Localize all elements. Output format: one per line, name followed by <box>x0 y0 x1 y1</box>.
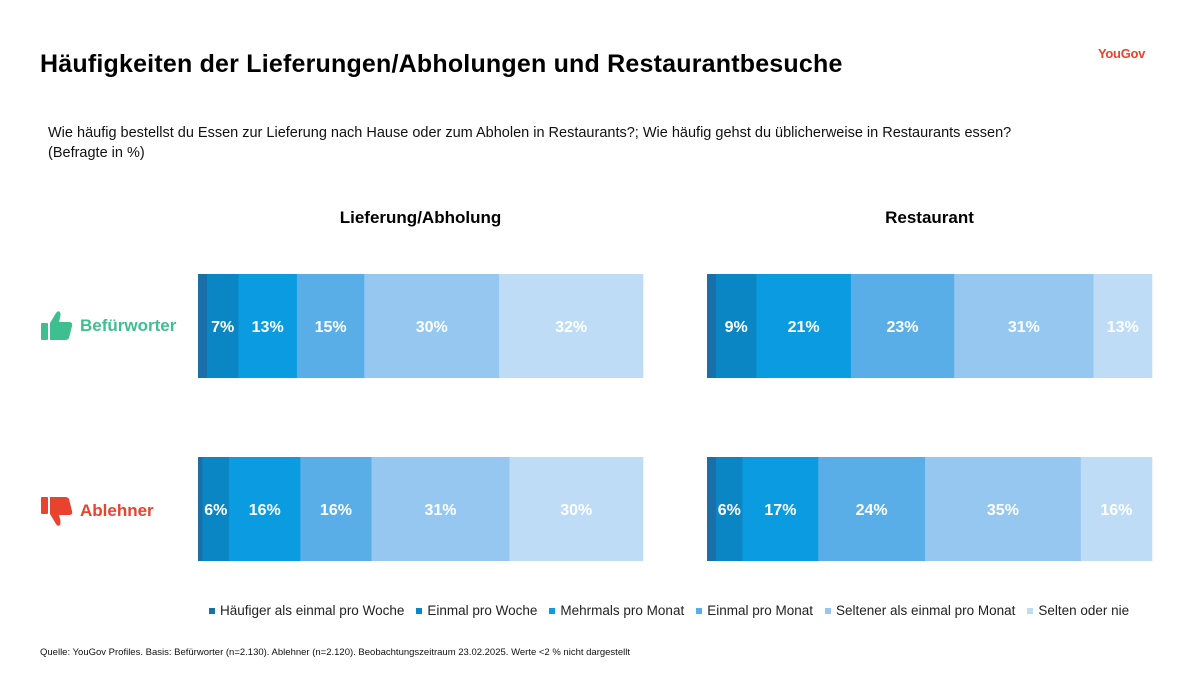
data-label: 23% <box>887 319 919 336</box>
group-label-befuerworter: Befürworter <box>40 310 176 342</box>
bar-segment <box>300 457 372 561</box>
bar-segment <box>925 457 1082 561</box>
data-label: 13% <box>1107 319 1139 336</box>
bar-segment <box>296 274 365 378</box>
page-title: Häufigkeiten der Lieferungen/Abholungen … <box>40 50 843 78</box>
bar-segment <box>364 274 500 378</box>
bar-segment <box>229 457 301 561</box>
legend-label: Mehrmals pro Monat <box>560 603 685 618</box>
legend-label: Selten oder nie <box>1038 603 1130 618</box>
bar-segment <box>1093 274 1153 378</box>
data-label: 9% <box>725 319 748 336</box>
bar-segment <box>707 457 717 561</box>
group-label-text: Befürworter <box>80 316 177 335</box>
data-label: 24% <box>856 502 888 519</box>
group-label-text: Ablehner <box>80 501 154 520</box>
question-line: Wie häufig bestellst du Essen zur Liefer… <box>48 125 1012 141</box>
question-text: Wie häufig bestellst du Essen zur Liefer… <box>48 123 1011 163</box>
legend-swatch <box>416 607 423 614</box>
bar-segment <box>202 457 230 561</box>
bar-segment <box>206 274 239 378</box>
data-label: 32% <box>555 319 587 336</box>
legend-swatch <box>825 607 832 614</box>
data-label: 15% <box>315 319 347 336</box>
legend-label: Einmal pro Monat <box>707 603 814 618</box>
data-label: 35% <box>987 502 1019 519</box>
data-label: 16% <box>320 502 352 519</box>
bar-segment <box>954 274 1094 378</box>
thumbs-down-icon <box>41 497 73 526</box>
bar-segment <box>715 274 757 378</box>
legend-item: Mehrmals pro Monat <box>549 603 684 618</box>
data-label: 16% <box>249 502 281 519</box>
legend-item: Selten oder nie <box>1027 603 1129 618</box>
legend-item: Häufiger als einmal pro Woche <box>209 603 404 618</box>
legend-swatch <box>209 607 215 614</box>
bar-segment <box>715 457 743 561</box>
group-label-ablehner: Ablehner <box>40 495 154 527</box>
bar-segment <box>198 457 203 561</box>
yougov-logo: YouGov <box>1098 46 1146 61</box>
question-note: (Befragte in %) <box>48 145 145 161</box>
legend-swatch <box>1027 607 1034 614</box>
legend-item: Seltener als einmal pro Monat <box>825 603 1015 618</box>
bar-segment <box>850 274 955 378</box>
legend-swatch <box>549 607 556 614</box>
thumbs-up-icon <box>41 311 73 340</box>
legend-label: Häufiger als einmal pro Woche <box>220 603 405 618</box>
legend-item: Einmal pro Monat <box>696 603 813 618</box>
bar-segment <box>742 457 819 561</box>
data-label: 16% <box>1100 502 1132 519</box>
data-label: 30% <box>416 319 448 336</box>
bar-segment <box>198 274 208 378</box>
bar-segment <box>509 457 644 561</box>
data-label: 17% <box>764 502 796 519</box>
data-label: 21% <box>788 319 820 336</box>
bar-segment <box>707 274 717 378</box>
bar-segment <box>818 457 926 561</box>
data-label: 6% <box>204 502 227 519</box>
legend-label: Einmal pro Woche <box>427 603 538 618</box>
data-label: 7% <box>211 319 234 336</box>
bar-segment <box>371 457 510 561</box>
panel-title-delivery: Lieferung/Abholung <box>339 208 502 227</box>
data-label: 30% <box>560 502 592 519</box>
legend-label: Seltener als einmal pro Monat <box>836 603 1016 618</box>
bar-segment <box>499 274 644 378</box>
data-label: 6% <box>718 502 741 519</box>
chart-legend: Häufiger als einmal pro Woche Einmal pro … <box>209 603 1141 618</box>
bar-segment <box>238 274 298 378</box>
data-label: 13% <box>252 319 284 336</box>
legend-item: Einmal pro Woche <box>416 603 537 618</box>
data-label: 31% <box>425 502 457 519</box>
bar-segment <box>1080 457 1153 561</box>
source-note: Quelle: YouGov Profiles. Basis: Befürwor… <box>40 647 630 658</box>
data-label: 31% <box>1008 319 1040 336</box>
bar-segment <box>756 274 852 378</box>
legend-swatch <box>696 607 703 614</box>
panel-title-restaurant: Restaurant <box>885 208 974 227</box>
